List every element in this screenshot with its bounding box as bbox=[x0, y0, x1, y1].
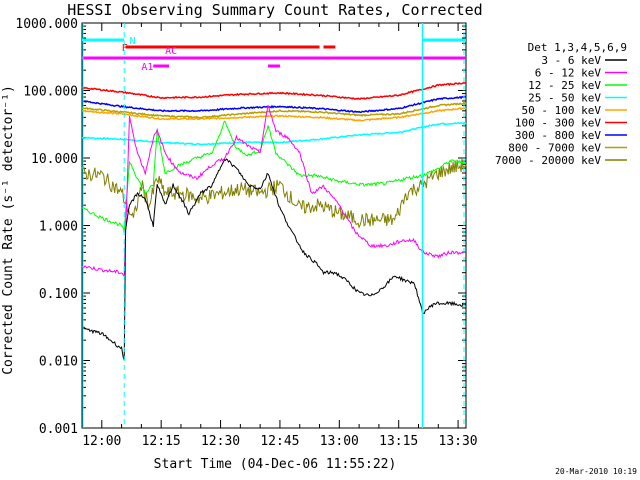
flag-label: N bbox=[130, 36, 136, 47]
x-tick-label: 12:45 bbox=[260, 434, 299, 449]
y-tick-label: 1000.000 bbox=[15, 17, 78, 32]
series-line-8 bbox=[81, 158, 467, 229]
flag-label: F bbox=[122, 43, 128, 54]
x-tick-label: 13:00 bbox=[320, 434, 359, 449]
legend-label: 6 - 12 keV bbox=[535, 67, 602, 80]
plot-frame bbox=[81, 22, 467, 429]
series-line-7 bbox=[81, 101, 467, 119]
series-line-1 bbox=[81, 105, 467, 277]
legend-label: 300 - 800 keV bbox=[515, 129, 601, 142]
series-line-3 bbox=[81, 121, 467, 146]
x-tick-label: 12:00 bbox=[82, 434, 121, 449]
legend-label: 25 - 50 keV bbox=[528, 92, 601, 105]
y-tick-label: 100.000 bbox=[23, 85, 78, 100]
x-tick-label: 13:15 bbox=[379, 434, 418, 449]
series-line-2 bbox=[81, 120, 467, 233]
y-tick-label: 0.001 bbox=[39, 422, 78, 437]
y-tick-label: 0.010 bbox=[39, 355, 78, 370]
x-tick-label: 13:30 bbox=[439, 434, 478, 449]
y-tick-label: 0.100 bbox=[39, 287, 78, 302]
legend-title: Det 1,3,4,5,6,9 bbox=[528, 41, 627, 54]
x-tick-label: 12:15 bbox=[142, 434, 181, 449]
legend-label: 7000 - 20000 keV bbox=[495, 154, 601, 167]
series-line-4 bbox=[81, 107, 467, 122]
x-tick-label: 12:30 bbox=[201, 434, 240, 449]
y-axis-label: Corrected Count Rate (s⁻¹ detector⁻¹) bbox=[1, 85, 16, 375]
flag-label: AC bbox=[165, 46, 177, 57]
legend-label: 100 - 300 keV bbox=[515, 117, 601, 130]
flag-label: A1 bbox=[141, 62, 153, 73]
legend-label: 3 - 6 keV bbox=[541, 54, 601, 67]
y-tick-label: 10.000 bbox=[31, 152, 78, 167]
y-tick-label: 1.000 bbox=[39, 220, 78, 235]
series-line-5 bbox=[81, 82, 467, 101]
series-line-0 bbox=[81, 158, 467, 361]
legend-label: 50 - 100 keV bbox=[522, 104, 602, 117]
timestamp: 20-Mar-2010 10:19 bbox=[555, 467, 637, 476]
x-axis-label: Start Time (04-Dec-06 11:55:22) bbox=[154, 457, 397, 472]
chart-title: HESSI Observing Summary Count Rates, Cor… bbox=[67, 1, 482, 19]
series-line-6 bbox=[81, 95, 467, 114]
plot-area: 1000.000 100.000 10.000 1.000 0.100 0.010 0.00… bbox=[15, 17, 477, 449]
legend-label: 800 - 7000 keV bbox=[508, 142, 601, 155]
legend-label: 12 - 25 keV bbox=[528, 79, 601, 92]
